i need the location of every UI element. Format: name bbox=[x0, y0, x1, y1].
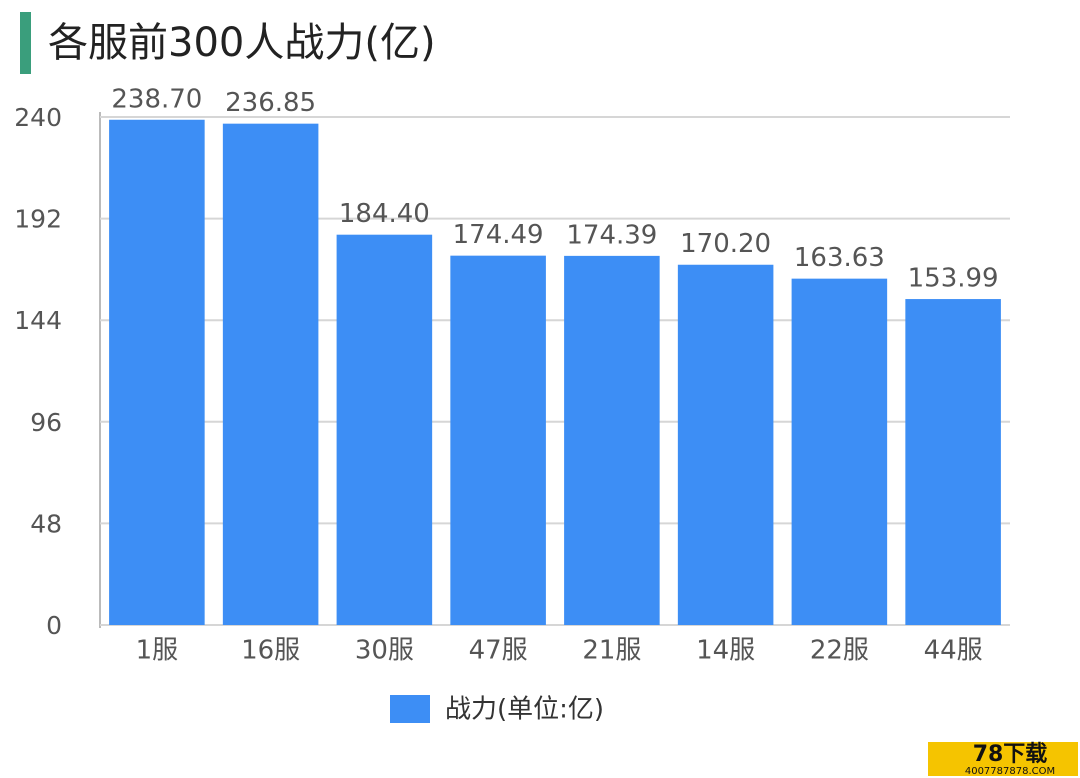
watermark-name: 78下载 bbox=[973, 741, 1048, 767]
value-label: 170.20 bbox=[680, 229, 771, 259]
bar bbox=[450, 255, 546, 625]
x-tick-label: 47服 bbox=[469, 636, 528, 666]
x-tick-label: 1服 bbox=[136, 636, 179, 666]
y-tick-label: 0 bbox=[46, 611, 62, 640]
value-label: 236.85 bbox=[225, 88, 316, 118]
bar bbox=[791, 278, 888, 625]
bar bbox=[905, 299, 1001, 625]
bar bbox=[564, 255, 660, 625]
title-accent bbox=[20, 12, 31, 74]
x-tick-label: 16服 bbox=[241, 636, 300, 666]
x-tick-label: 21服 bbox=[582, 636, 641, 666]
y-tick-label: 240 bbox=[14, 103, 62, 132]
value-label: 174.49 bbox=[453, 220, 544, 250]
chart-title: 各服前300人战力(亿) bbox=[48, 20, 436, 66]
value-label: 174.39 bbox=[566, 220, 657, 250]
y-tick-label: 192 bbox=[14, 205, 62, 234]
x-tick-label: 22服 bbox=[810, 636, 869, 666]
bar bbox=[677, 264, 774, 625]
bar bbox=[336, 234, 433, 626]
x-tick-label: 14服 bbox=[696, 636, 755, 666]
watermark-box bbox=[928, 742, 1078, 776]
legend-label: 战力(单位:亿) bbox=[445, 695, 604, 725]
bar bbox=[109, 119, 205, 626]
watermark-url: 4007787878.COM bbox=[965, 766, 1055, 777]
x-tick-label: 44服 bbox=[924, 636, 983, 666]
y-tick-label: 96 bbox=[30, 408, 62, 437]
bar bbox=[222, 123, 319, 625]
x-tick-label: 30服 bbox=[355, 636, 414, 666]
y-tick-label: 144 bbox=[14, 306, 62, 335]
legend-swatch bbox=[390, 695, 430, 723]
value-label: 153.99 bbox=[908, 264, 999, 294]
y-tick-label: 48 bbox=[30, 509, 62, 538]
value-label: 163.63 bbox=[794, 243, 885, 273]
value-label: 184.40 bbox=[339, 199, 430, 229]
watermark: 78下载 4007787878.COM bbox=[928, 741, 1078, 777]
value-label: 238.70 bbox=[111, 84, 202, 114]
